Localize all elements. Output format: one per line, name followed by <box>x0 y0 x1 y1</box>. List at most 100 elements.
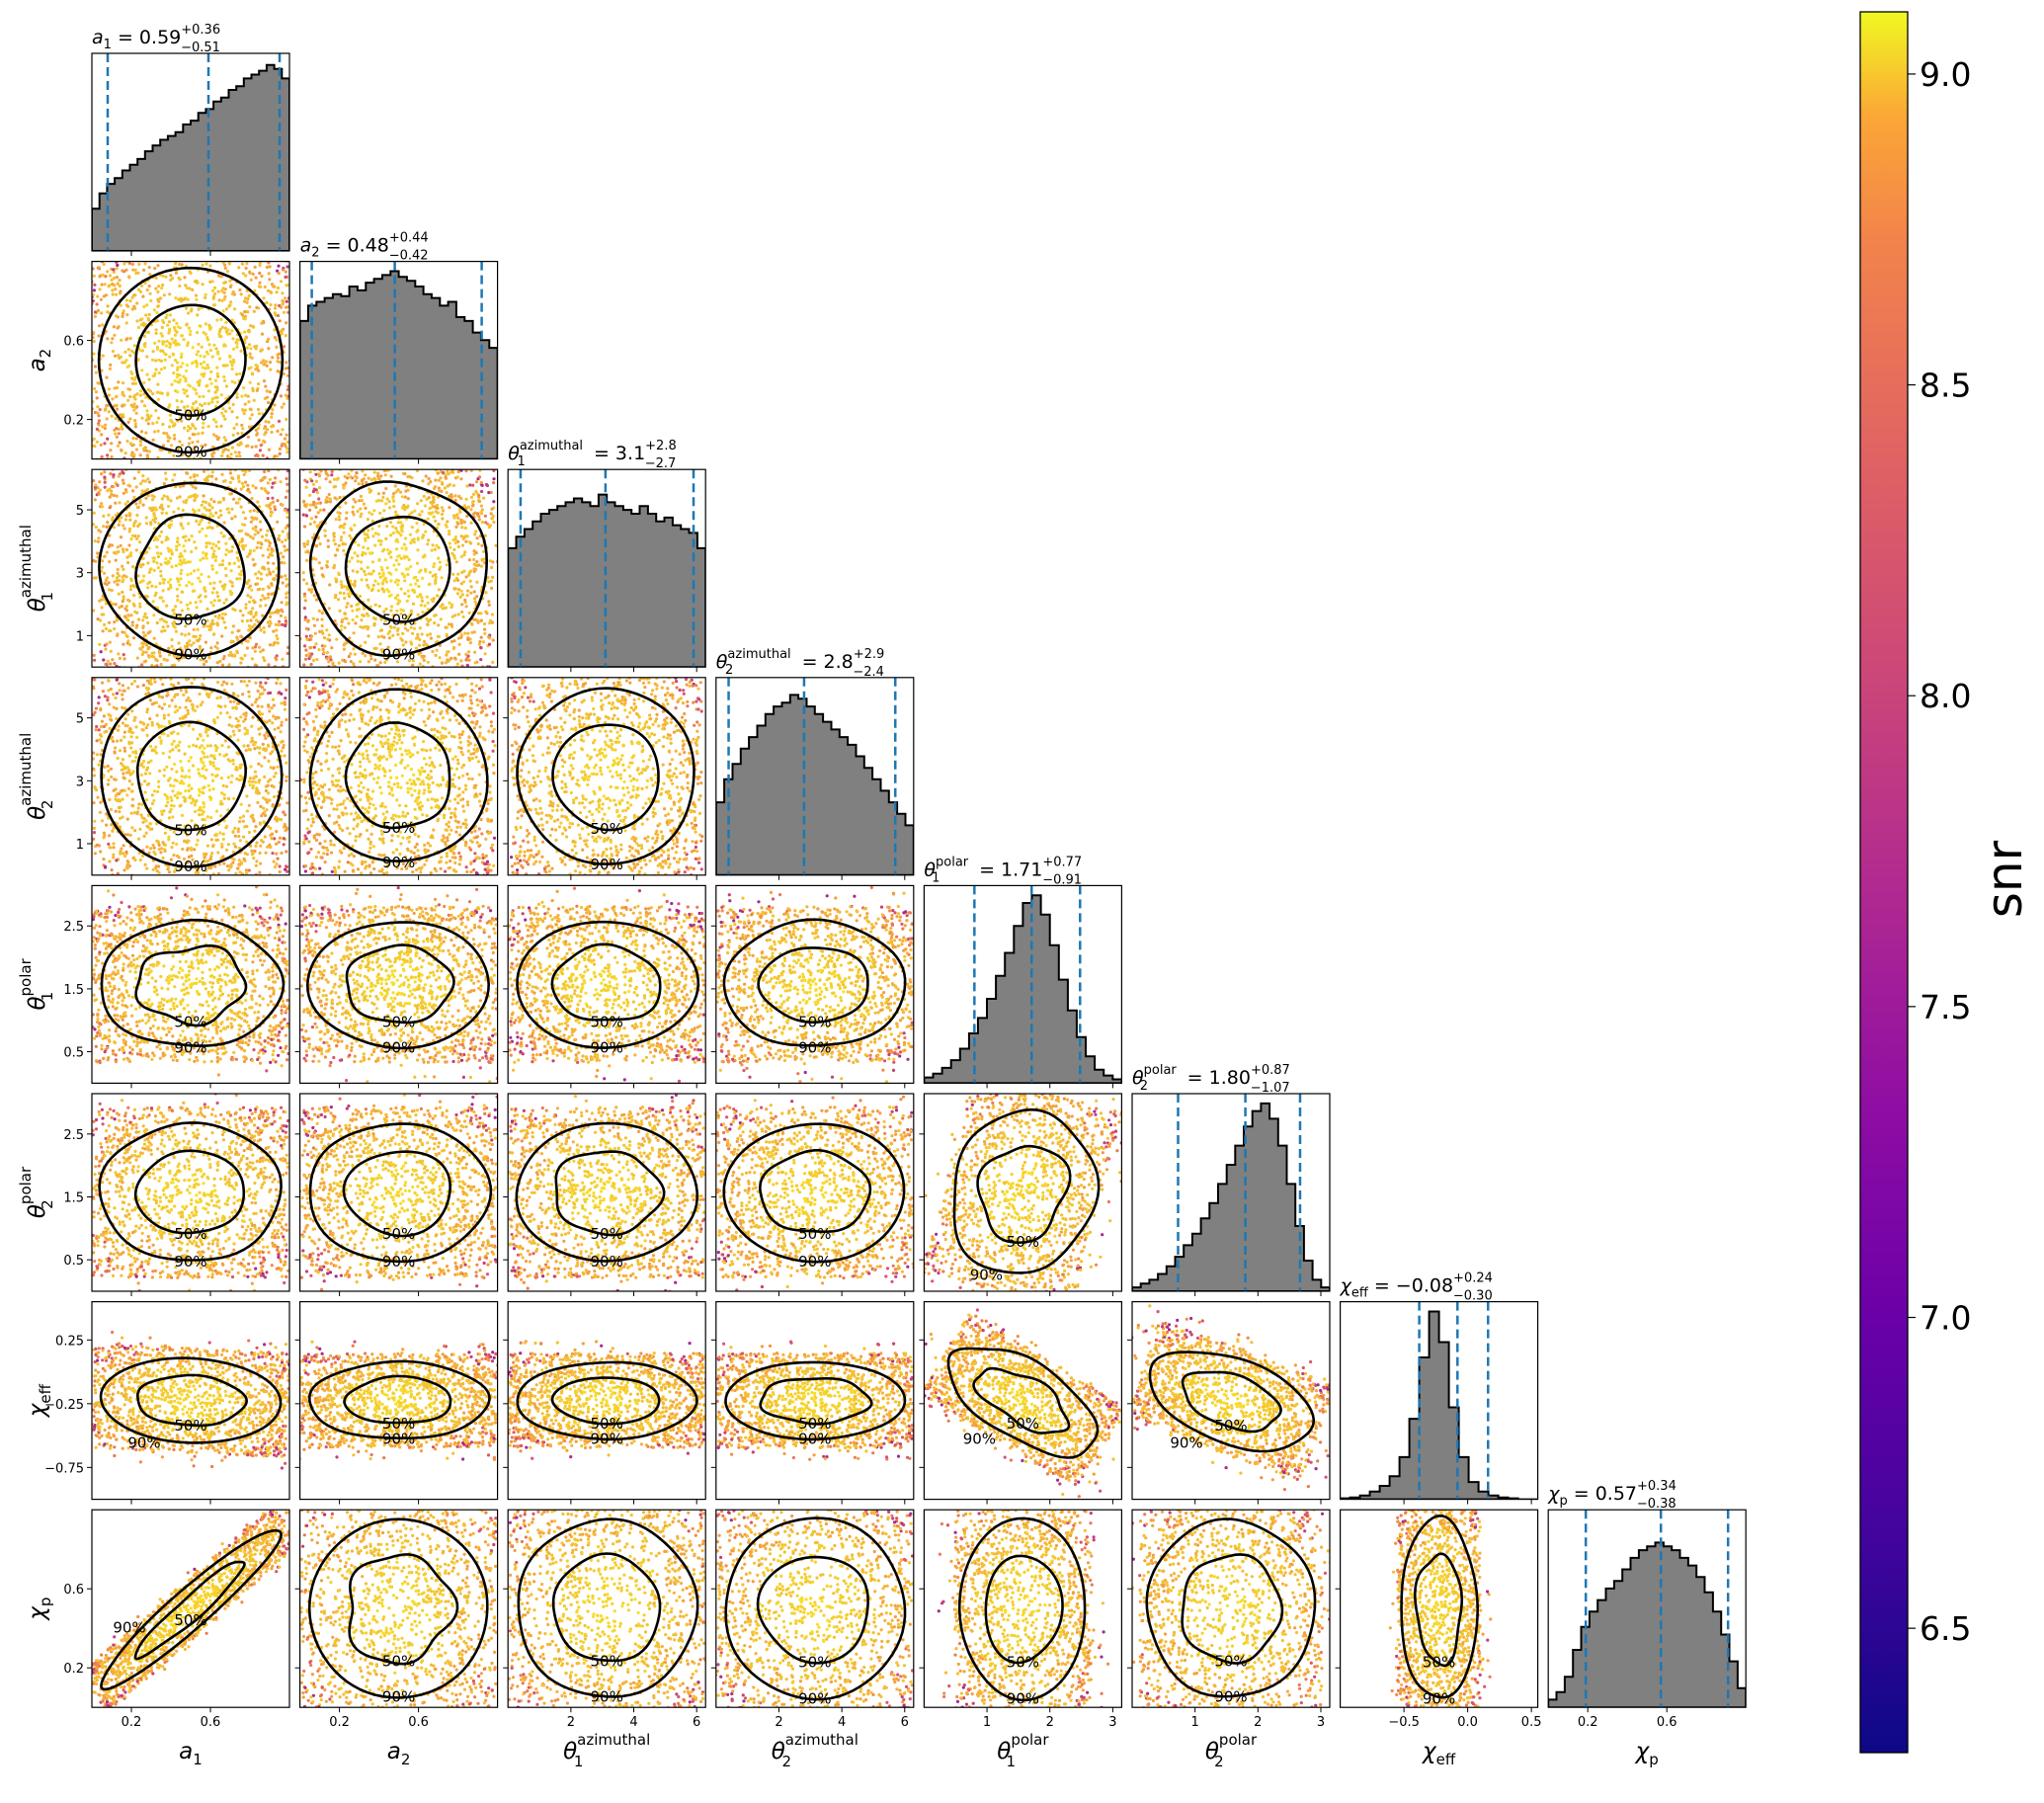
scatter-point <box>460 534 463 537</box>
scatter-point <box>197 380 200 383</box>
scatter-point <box>263 597 266 600</box>
scatter-point <box>124 488 127 491</box>
scatter-point <box>227 868 230 871</box>
scatter-point <box>204 459 206 462</box>
scatter-point <box>420 499 423 502</box>
scatter-point <box>214 699 217 702</box>
scatter-point <box>163 629 166 632</box>
scatter-point <box>188 639 191 642</box>
scatter-point <box>123 461 126 464</box>
scatter-point <box>157 359 160 362</box>
scatter-point <box>224 327 227 330</box>
scatter-point <box>232 403 235 406</box>
scatter-point <box>80 746 83 749</box>
scatter-point <box>178 584 181 587</box>
scatter-point <box>109 368 112 370</box>
scatter-point <box>230 569 233 572</box>
histogram-bars <box>300 272 498 459</box>
scatter-point <box>515 668 518 671</box>
scatter-point <box>124 472 127 475</box>
scatter-point <box>245 533 248 535</box>
scatter-point <box>268 709 271 712</box>
scatter-point <box>251 780 254 783</box>
scatter-point <box>242 272 245 275</box>
scatter-point <box>371 560 374 563</box>
scatter-point <box>159 463 162 466</box>
scatter-point <box>106 417 109 420</box>
scatter-point <box>136 525 139 528</box>
scatter-point <box>474 601 477 604</box>
scatter-points <box>65 216 315 504</box>
scatter-point <box>282 300 285 303</box>
scatter-point <box>372 623 375 626</box>
scatter-point <box>271 511 274 514</box>
scatter-point <box>270 425 273 428</box>
scatter-point <box>120 535 123 538</box>
scatter-point <box>424 568 427 571</box>
scatter-point <box>256 746 259 749</box>
scatter-point <box>154 359 157 362</box>
scatter-point <box>452 514 455 517</box>
scatter-point <box>147 317 150 320</box>
scatter-point <box>257 541 260 544</box>
scatter-point <box>129 834 132 837</box>
scatter-point <box>159 563 162 566</box>
scatter-point <box>160 504 163 507</box>
scatter-point <box>156 346 159 349</box>
title-subscript: 2 <box>311 246 319 261</box>
scatter-point <box>198 596 201 599</box>
scatter-point <box>310 652 313 655</box>
scatter-point <box>122 547 124 550</box>
scatter-point <box>131 263 134 266</box>
scatter-point <box>477 515 480 518</box>
scatter-point <box>104 408 107 411</box>
scatter-point <box>277 669 280 672</box>
scatter-point <box>279 864 282 867</box>
scatter-point <box>188 437 191 440</box>
scatter-point <box>374 532 377 534</box>
scatter-point <box>98 275 101 278</box>
scatter-point <box>230 492 233 495</box>
scatter-point <box>472 558 475 561</box>
scatter-point <box>353 583 356 586</box>
scatter-point <box>125 298 128 301</box>
scatter-point <box>319 509 322 512</box>
scatter-point <box>244 470 247 473</box>
scatter-point <box>242 898 245 901</box>
scatter-point <box>259 693 262 696</box>
scatter-point <box>182 795 185 798</box>
scatter-point <box>256 801 259 804</box>
scatter-point <box>203 355 205 358</box>
scatter-point <box>112 485 115 488</box>
scatter-point <box>441 603 444 606</box>
scatter-point <box>414 460 417 463</box>
scatter-point <box>304 670 307 673</box>
scatter-point <box>487 600 490 603</box>
scatter-point <box>100 298 103 301</box>
scatter-point <box>466 594 469 597</box>
scatter-point <box>265 785 268 788</box>
scatter-point <box>129 588 132 591</box>
scatter-point <box>89 420 92 423</box>
scatter-point <box>343 597 346 600</box>
scatter-point <box>437 623 440 626</box>
scatter-point <box>492 481 495 484</box>
scatter-point <box>281 610 284 613</box>
scatter-point <box>393 673 396 676</box>
scatter-point <box>175 630 178 633</box>
scatter-point <box>322 651 325 654</box>
scatter-point <box>404 506 407 509</box>
scatter-point <box>382 572 385 575</box>
scatter-point <box>115 293 118 296</box>
scatter-point <box>212 668 215 671</box>
scatter-point <box>100 444 103 447</box>
scatter-point <box>244 481 247 484</box>
scatter-point <box>137 802 140 805</box>
scatter-point <box>129 585 132 588</box>
scatter-point <box>205 509 208 512</box>
scatter-point <box>339 512 342 515</box>
scatter-point <box>270 502 273 505</box>
scatter-point <box>249 535 252 538</box>
scatter-point <box>216 641 219 644</box>
scatter-point <box>425 617 428 620</box>
